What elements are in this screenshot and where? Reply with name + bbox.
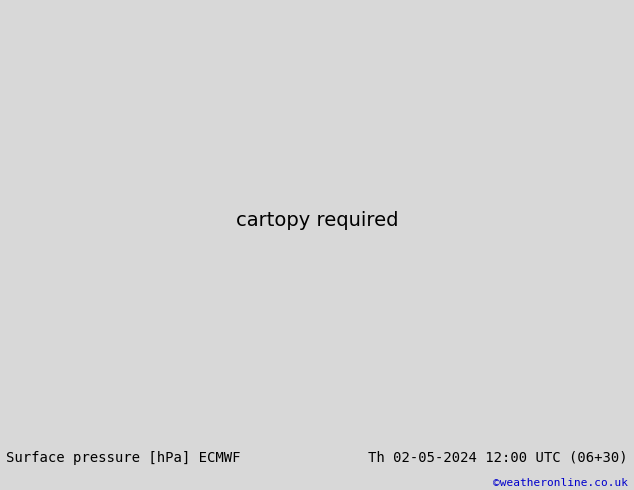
- Text: Th 02-05-2024 12:00 UTC (06+30): Th 02-05-2024 12:00 UTC (06+30): [368, 450, 628, 465]
- Text: ©weatheronline.co.uk: ©weatheronline.co.uk: [493, 477, 628, 488]
- Text: cartopy required: cartopy required: [236, 211, 398, 229]
- Text: Surface pressure [hPa] ECMWF: Surface pressure [hPa] ECMWF: [6, 450, 241, 465]
